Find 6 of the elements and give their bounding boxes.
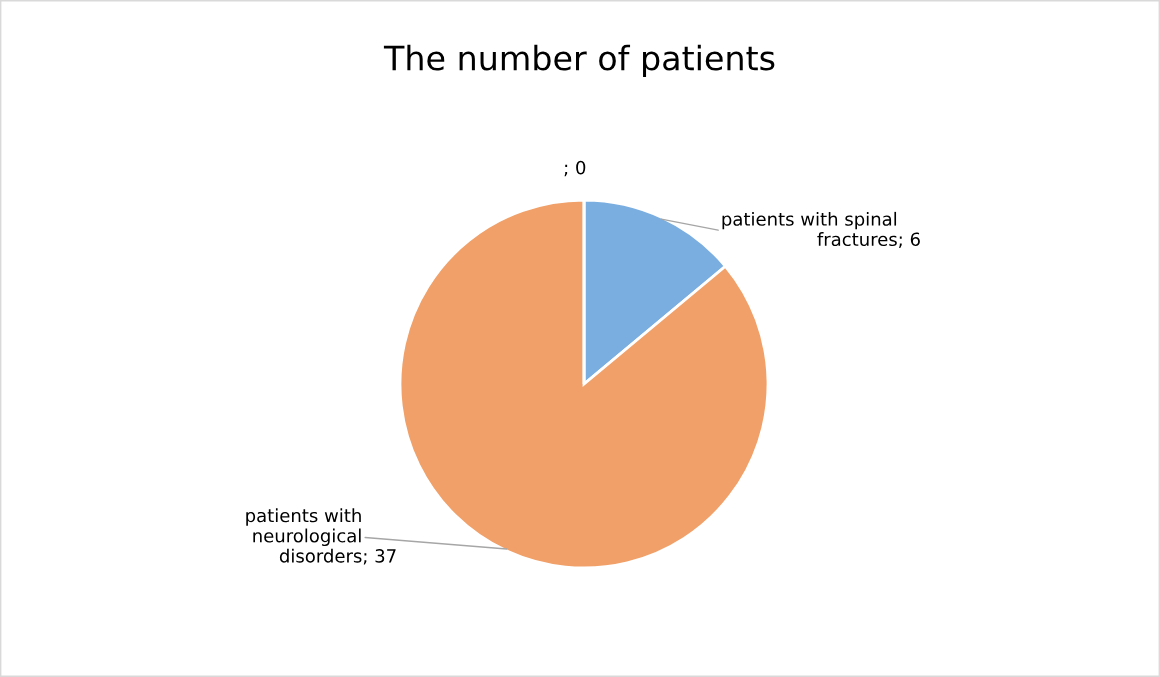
text: ; 0 — [564, 160, 586, 177]
data-label: ; 37 — [363, 549, 396, 565]
chart-title: The number of patients — [383, 44, 775, 78]
slice-label: patients with spinal fractures — [722, 211, 897, 247]
slice-label: patients with neurological disorders — [246, 508, 362, 563]
data-label: ; 6 — [899, 232, 920, 248]
